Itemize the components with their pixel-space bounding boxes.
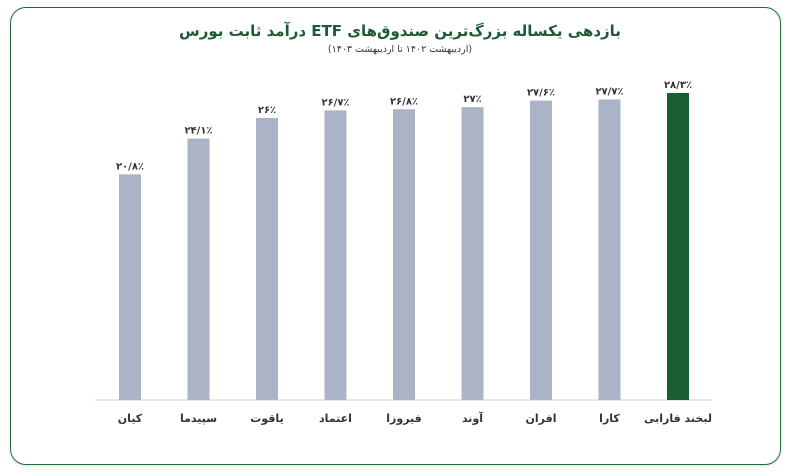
bar-6 [530,100,552,401]
category-label-8: لبخند فارابی [644,412,712,425]
bar-4 [393,109,415,400]
bar-8 [667,93,689,400]
category-label-7: کارا [599,412,620,425]
data-label-4: ۲۶/۸٪ [390,96,418,107]
category-label-5: آوند [462,411,483,425]
bar-3 [324,110,347,401]
data-label-3: ۲۶/۷٪ [321,97,349,108]
data-label-0: ۲۰/۸٪ [116,161,144,172]
category-label-3: اعتماد [319,412,352,425]
bar-0 [119,174,141,400]
category-label-2: یاقوت [250,412,283,425]
bar-2 [256,117,278,400]
data-label-6: ۲۷/۶٪ [527,88,555,99]
category-label-4: فیروزا [386,412,421,425]
data-label-2: ۲۶٪ [258,105,276,116]
data-label-1: ۲۴/۱٪ [184,126,212,137]
category-label-0: کیان [118,412,143,425]
category-label-6: افران [526,412,557,425]
bar-1 [187,138,210,401]
data-label-8: ۲۸/۳٪ [664,80,692,91]
bar-7 [598,99,621,400]
category-label-1: سپیدما [180,412,217,425]
data-label-5: ۲۷٪ [463,94,481,105]
data-label-7: ۲۷/۷٪ [595,87,623,98]
bar-5 [461,107,484,400]
chart-subtitle: (اردیبهشت ۱۴۰۲ تا اردیبهشت ۱۴۰۳) [327,44,473,55]
chart-title: بازدهی یکساله بزرگ‌ترین صندوق‌های ETF در… [179,22,621,40]
